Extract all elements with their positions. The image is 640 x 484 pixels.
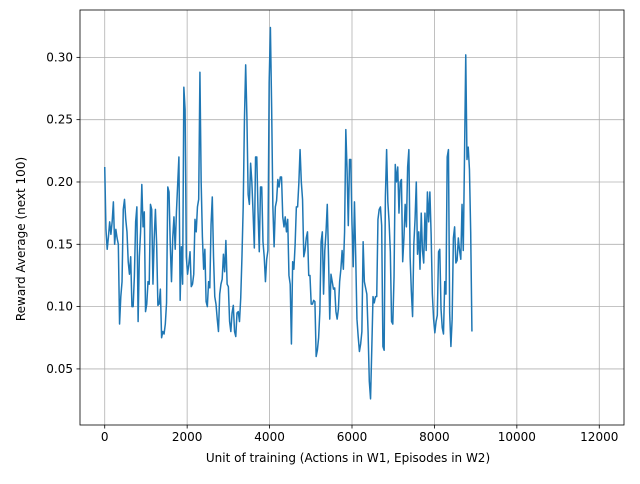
x-axis-ticks: 0 2000 4000 6000 8000 10000 12000: [101, 425, 618, 444]
y-tick-label: 0.05: [46, 362, 73, 376]
reward-average-line: [103, 26, 473, 400]
y-tick-label: 0.10: [46, 300, 73, 314]
x-tick-label: 10000: [498, 430, 536, 444]
x-tick-label: 8000: [419, 430, 450, 444]
y-tick-label: 0.30: [46, 50, 73, 64]
series-layer: [103, 26, 473, 400]
y-tick-label: 0.25: [46, 113, 73, 127]
x-tick-label: 6000: [337, 430, 368, 444]
x-tick-label: 4000: [254, 430, 285, 444]
x-tick-label: 0: [101, 430, 109, 444]
x-tick-label: 12000: [580, 430, 618, 444]
x-axis-label: Unit of training (Actions in W1, Episode…: [206, 451, 490, 465]
y-axis-ticks: 0.05 0.10 0.15 0.20 0.25 0.30: [46, 50, 80, 376]
x-tick-label: 2000: [172, 430, 203, 444]
y-tick-label: 0.15: [46, 237, 73, 251]
y-axis-label: Reward Average (next 100): [14, 157, 28, 321]
y-tick-label: 0.20: [46, 175, 73, 189]
